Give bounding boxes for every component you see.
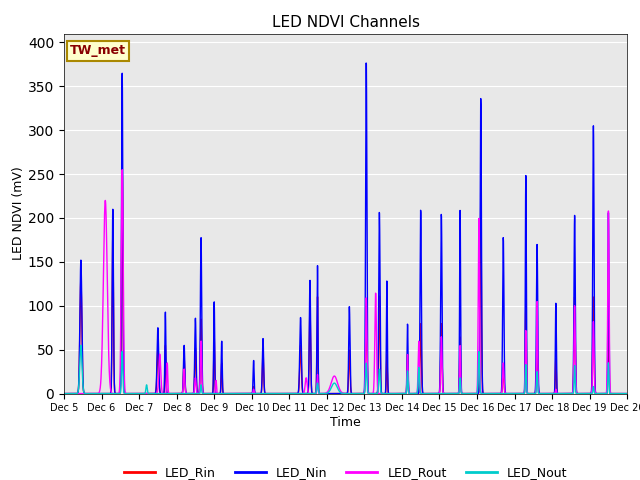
LED_Rin xyxy=(623,391,631,396)
LED_Nout xyxy=(276,391,284,396)
LED_Nin xyxy=(623,391,631,396)
LED_Nout xyxy=(301,391,308,396)
LED_Rout xyxy=(276,391,284,396)
LED_Rout xyxy=(612,391,620,396)
LED_Rin xyxy=(60,391,68,396)
LED_Nout xyxy=(60,391,68,396)
LED_Nout xyxy=(77,342,84,348)
X-axis label: Time: Time xyxy=(330,416,361,429)
LED_Nout xyxy=(623,391,631,396)
LED_Nin xyxy=(276,391,284,396)
LED_Rout xyxy=(228,391,236,396)
LED_Rout xyxy=(552,386,559,392)
LED_Nout xyxy=(125,391,132,396)
LED_Nout xyxy=(552,391,559,396)
Line: LED_Nin: LED_Nin xyxy=(64,63,627,394)
LED_Rout xyxy=(623,391,631,396)
LED_Rout xyxy=(125,391,132,396)
LED_Rin xyxy=(125,391,132,396)
LED_Rin xyxy=(612,391,620,396)
LED_Rout xyxy=(158,387,166,393)
Line: LED_Nout: LED_Nout xyxy=(64,345,627,394)
LED_Nin xyxy=(158,391,166,396)
LED_Rin xyxy=(276,391,284,396)
LED_Nout xyxy=(158,391,166,396)
LED_Rin xyxy=(623,391,631,396)
LED_Nin xyxy=(552,309,559,314)
LED_Rin xyxy=(301,391,308,396)
LED_Rin xyxy=(158,391,166,396)
Line: LED_Rin: LED_Rin xyxy=(64,167,627,394)
Text: TW_met: TW_met xyxy=(70,44,125,58)
LED_Rout xyxy=(60,391,68,396)
LED_Nout xyxy=(612,391,620,396)
Legend: LED_Rin, LED_Nin, LED_Rout, LED_Nout: LED_Rin, LED_Nin, LED_Rout, LED_Nout xyxy=(119,461,572,480)
Title: LED NDVI Channels: LED NDVI Channels xyxy=(271,15,420,30)
LED_Nin xyxy=(362,60,370,66)
LED_Nout xyxy=(168,391,175,396)
Line: LED_Rout: LED_Rout xyxy=(64,170,627,394)
LED_Nin xyxy=(124,391,132,396)
LED_Nin xyxy=(612,391,620,396)
LED_Rin xyxy=(552,359,559,365)
LED_Rout xyxy=(301,385,308,391)
LED_Rin xyxy=(118,164,126,170)
LED_Rout xyxy=(118,167,126,173)
LED_Nin xyxy=(60,391,68,396)
LED_Nin xyxy=(301,391,308,396)
Y-axis label: LED NDVI (mV): LED NDVI (mV) xyxy=(12,167,25,261)
LED_Nin xyxy=(623,391,631,396)
